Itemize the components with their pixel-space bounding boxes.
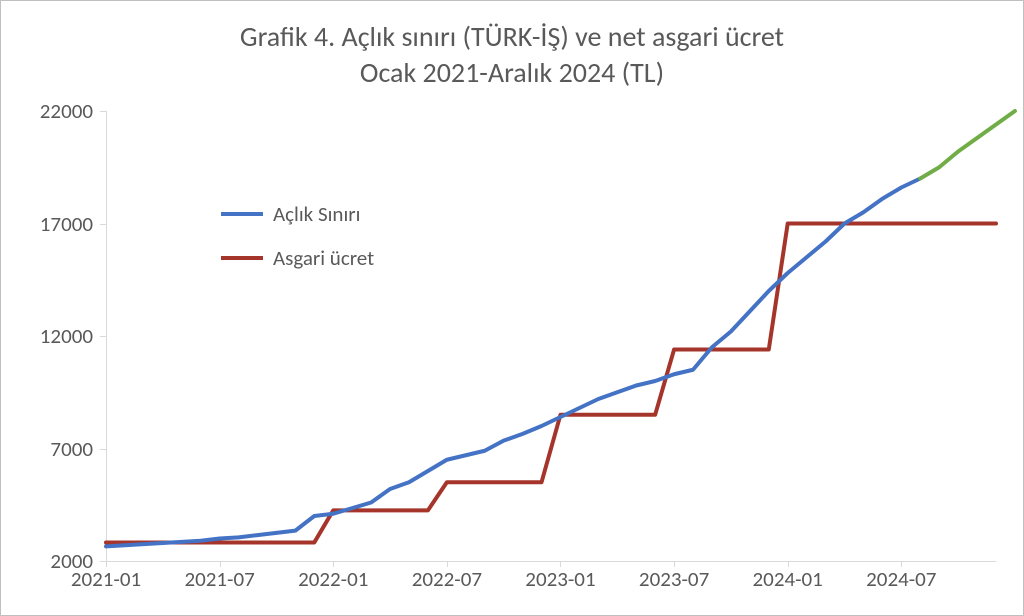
legend-item-aclik: Açlık Sınırı	[221, 201, 374, 227]
chart-lines	[1, 1, 1023, 615]
legend-item-asgari: Asgari ücret	[221, 245, 374, 271]
legend-swatch-asgari	[221, 256, 263, 260]
legend: Açlık Sınırı Asgari ücret	[221, 201, 374, 289]
legend-swatch-aclik	[221, 212, 263, 216]
chart-container: Grafik 4. Açlık sınırı (TÜRK-İŞ) ve net …	[0, 0, 1024, 616]
legend-label-aclik: Açlık Sınırı	[273, 201, 360, 227]
legend-label-asgari: Asgari ücret	[273, 245, 374, 271]
